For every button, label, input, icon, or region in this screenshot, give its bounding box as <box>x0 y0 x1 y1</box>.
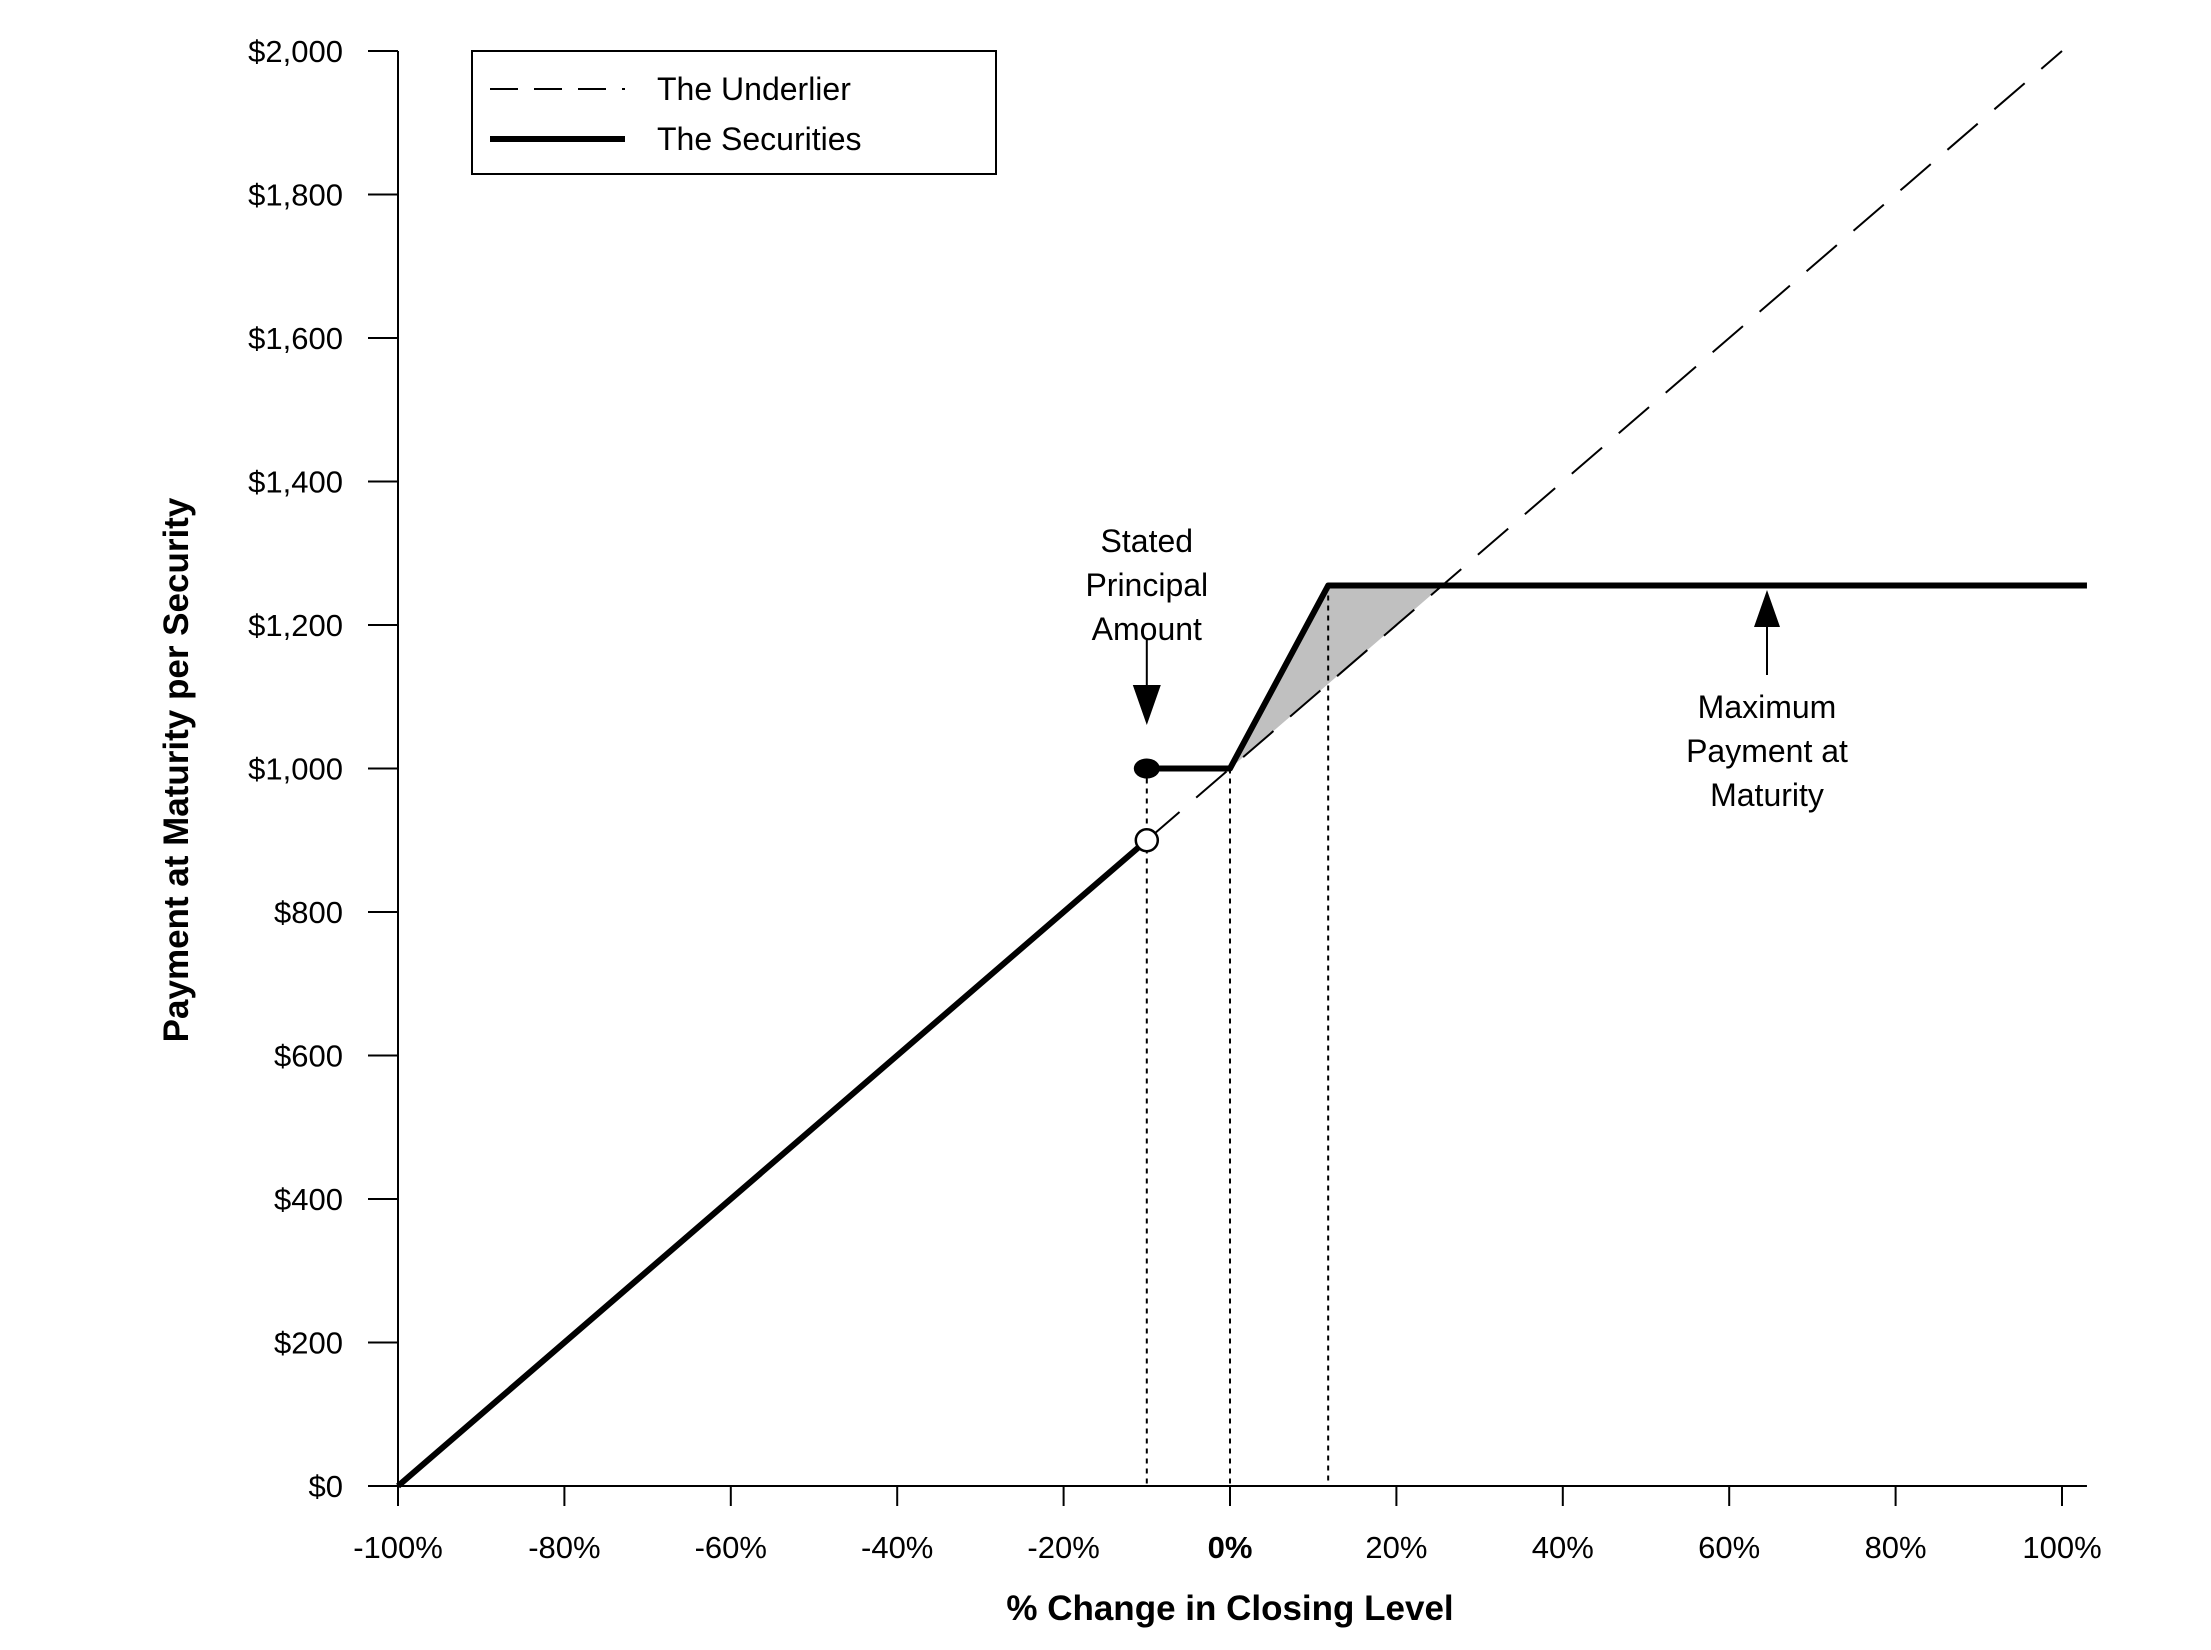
y-tick-label: $1,600 <box>248 321 343 356</box>
y-tick-label: $200 <box>274 1326 343 1361</box>
x-tick-label: -80% <box>528 1530 600 1565</box>
underlier-line <box>397 50 2063 1487</box>
y-tick-label: $400 <box>274 1182 343 1217</box>
x-axis-title: % Change in Closing Level <box>1006 1589 1453 1628</box>
x-tick-label: 40% <box>1532 1530 1594 1565</box>
filled-circle-marker <box>1133 758 1160 779</box>
x-tick-label: 100% <box>2022 1530 2101 1565</box>
y-axis-title: Payment at Maturity per Security <box>157 497 196 1042</box>
y-tick-label: $1,000 <box>248 752 343 787</box>
y-tick-label: $2,000 <box>248 34 343 69</box>
y-tick-label: $1,200 <box>248 608 343 643</box>
x-tick-label: 80% <box>1865 1530 1927 1565</box>
annotation-text: Stated <box>1101 523 1194 559</box>
legend: The Underlier The Securities <box>471 50 997 175</box>
y-tick-label: $800 <box>274 895 343 930</box>
x-tick-label: -20% <box>1027 1530 1099 1565</box>
y-tick-label: $1,800 <box>248 178 343 213</box>
annotation-text: Maturity <box>1710 777 1824 813</box>
arrowhead-down-icon <box>1132 685 1161 725</box>
x-tick-label: -60% <box>695 1530 767 1565</box>
legend-label-underlier: The Underlier <box>657 71 851 107</box>
legend-box <box>471 50 997 175</box>
annotation-text: Principal <box>1085 567 1208 603</box>
annotation-text: Payment at <box>1686 733 1848 769</box>
x-tick-label: -40% <box>861 1530 933 1565</box>
securities-line <box>1146 582 2087 772</box>
x-tick-label: 60% <box>1698 1530 1760 1565</box>
y-tick-label: $1,400 <box>248 465 343 500</box>
legend-label-securities: The Securities <box>657 121 862 157</box>
y-tick-label: $0 <box>309 1469 343 1504</box>
x-tick-label: 0% <box>1208 1530 1253 1565</box>
x-tick-label: 20% <box>1365 1530 1427 1565</box>
x-tick-label: -100% <box>353 1530 443 1565</box>
arrowhead-up-icon <box>1754 590 1780 627</box>
securities-line <box>396 837 1149 1489</box>
annotation-text: Maximum <box>1698 689 1837 725</box>
open-circle-marker <box>1134 828 1160 853</box>
y-tick-label: $600 <box>274 1039 343 1074</box>
